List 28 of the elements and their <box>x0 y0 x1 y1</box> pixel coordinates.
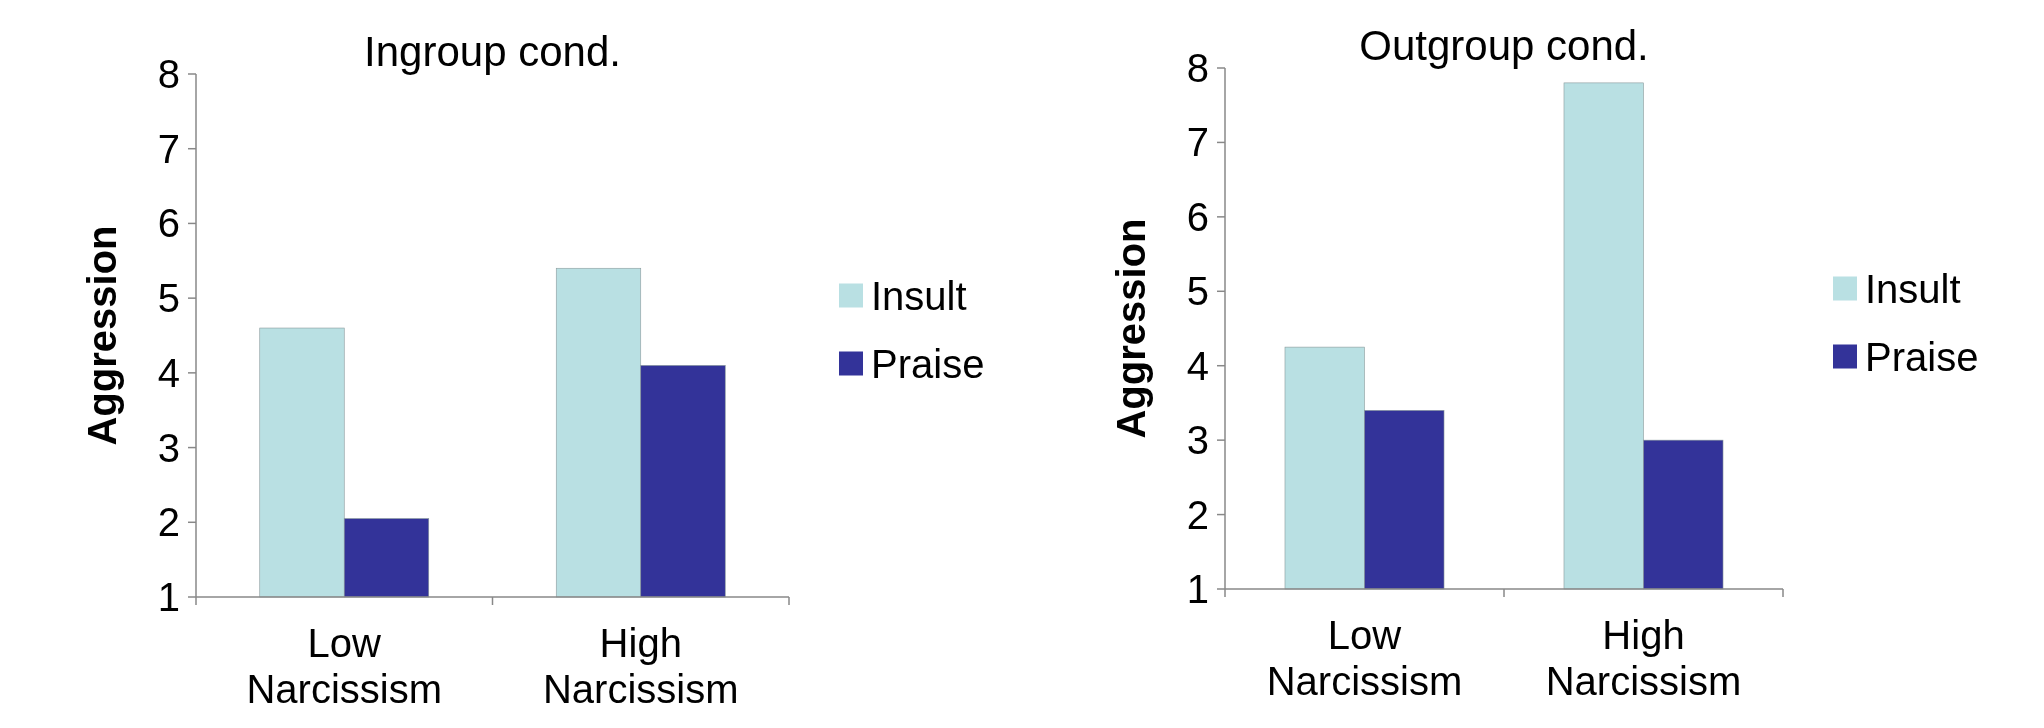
x-tick-label: Low Narcissism <box>1266 613 1463 703</box>
y-tick-label: 3 <box>1186 418 1209 463</box>
y-tick-label: 1 <box>1186 567 1209 611</box>
y-tick-label: 5 <box>157 276 180 321</box>
x-tick-label: Low Narcissism <box>246 621 443 711</box>
legend-label: Praise <box>871 341 985 386</box>
y-tick-label: 3 <box>157 425 180 470</box>
x-tick-label: High Narcissism <box>1545 613 1742 703</box>
legend-label: Insult <box>1865 266 1961 311</box>
y-axis-title: Aggression <box>80 225 124 446</box>
x-tick-label: High Narcissism <box>542 621 739 711</box>
y-tick-label: 2 <box>157 500 180 545</box>
y-tick-label: 2 <box>1186 492 1209 537</box>
chart-title: Ingroup cond. <box>364 28 621 75</box>
y-tick-label: 4 <box>157 350 180 395</box>
y-tick-label: 5 <box>1186 269 1209 314</box>
legend-label: Praise <box>1865 334 1979 379</box>
y-tick-label: 6 <box>157 201 180 246</box>
y-tick-label: 4 <box>1186 343 1209 388</box>
legend-label: Insult <box>871 273 967 318</box>
y-tick-label: 8 <box>157 52 180 96</box>
y-tick-label: 7 <box>157 126 180 171</box>
chart-title: Outgroup cond. <box>1359 22 1649 69</box>
y-tick-label: 7 <box>1186 120 1209 165</box>
y-tick-label: 1 <box>157 575 180 619</box>
y-axis-title: Aggression <box>1109 218 1153 439</box>
y-tick-label: 8 <box>1186 46 1209 90</box>
y-tick-label: 6 <box>1186 194 1209 239</box>
